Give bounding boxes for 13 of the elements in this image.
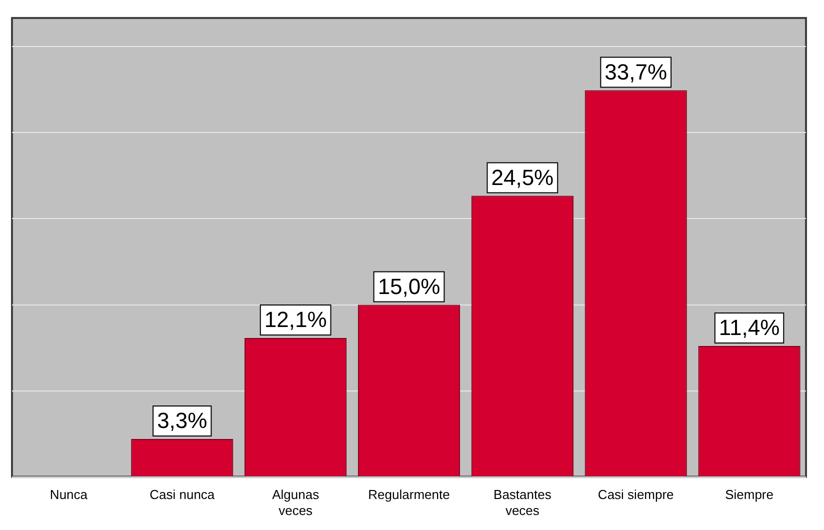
data-label: 33,7% (604, 59, 668, 84)
data-label: 15,0% (378, 274, 440, 299)
x-tick-label: Nunca (50, 487, 88, 502)
x-tick-label: Casi siempre (598, 487, 674, 502)
data-label: 11,4% (718, 315, 780, 340)
data-label: 24,5% (491, 164, 554, 190)
x-tick-label: Algunas veces (272, 487, 320, 518)
x-tick-label: Casi nunca (150, 487, 216, 502)
x-tick-label: Siempre (725, 487, 774, 502)
data-label: 3,3% (157, 408, 208, 434)
data-label: 12,1% (264, 307, 327, 332)
x-tick-label: Regularmente (368, 487, 450, 502)
x-tick-label: Bastantes veces (494, 487, 552, 518)
